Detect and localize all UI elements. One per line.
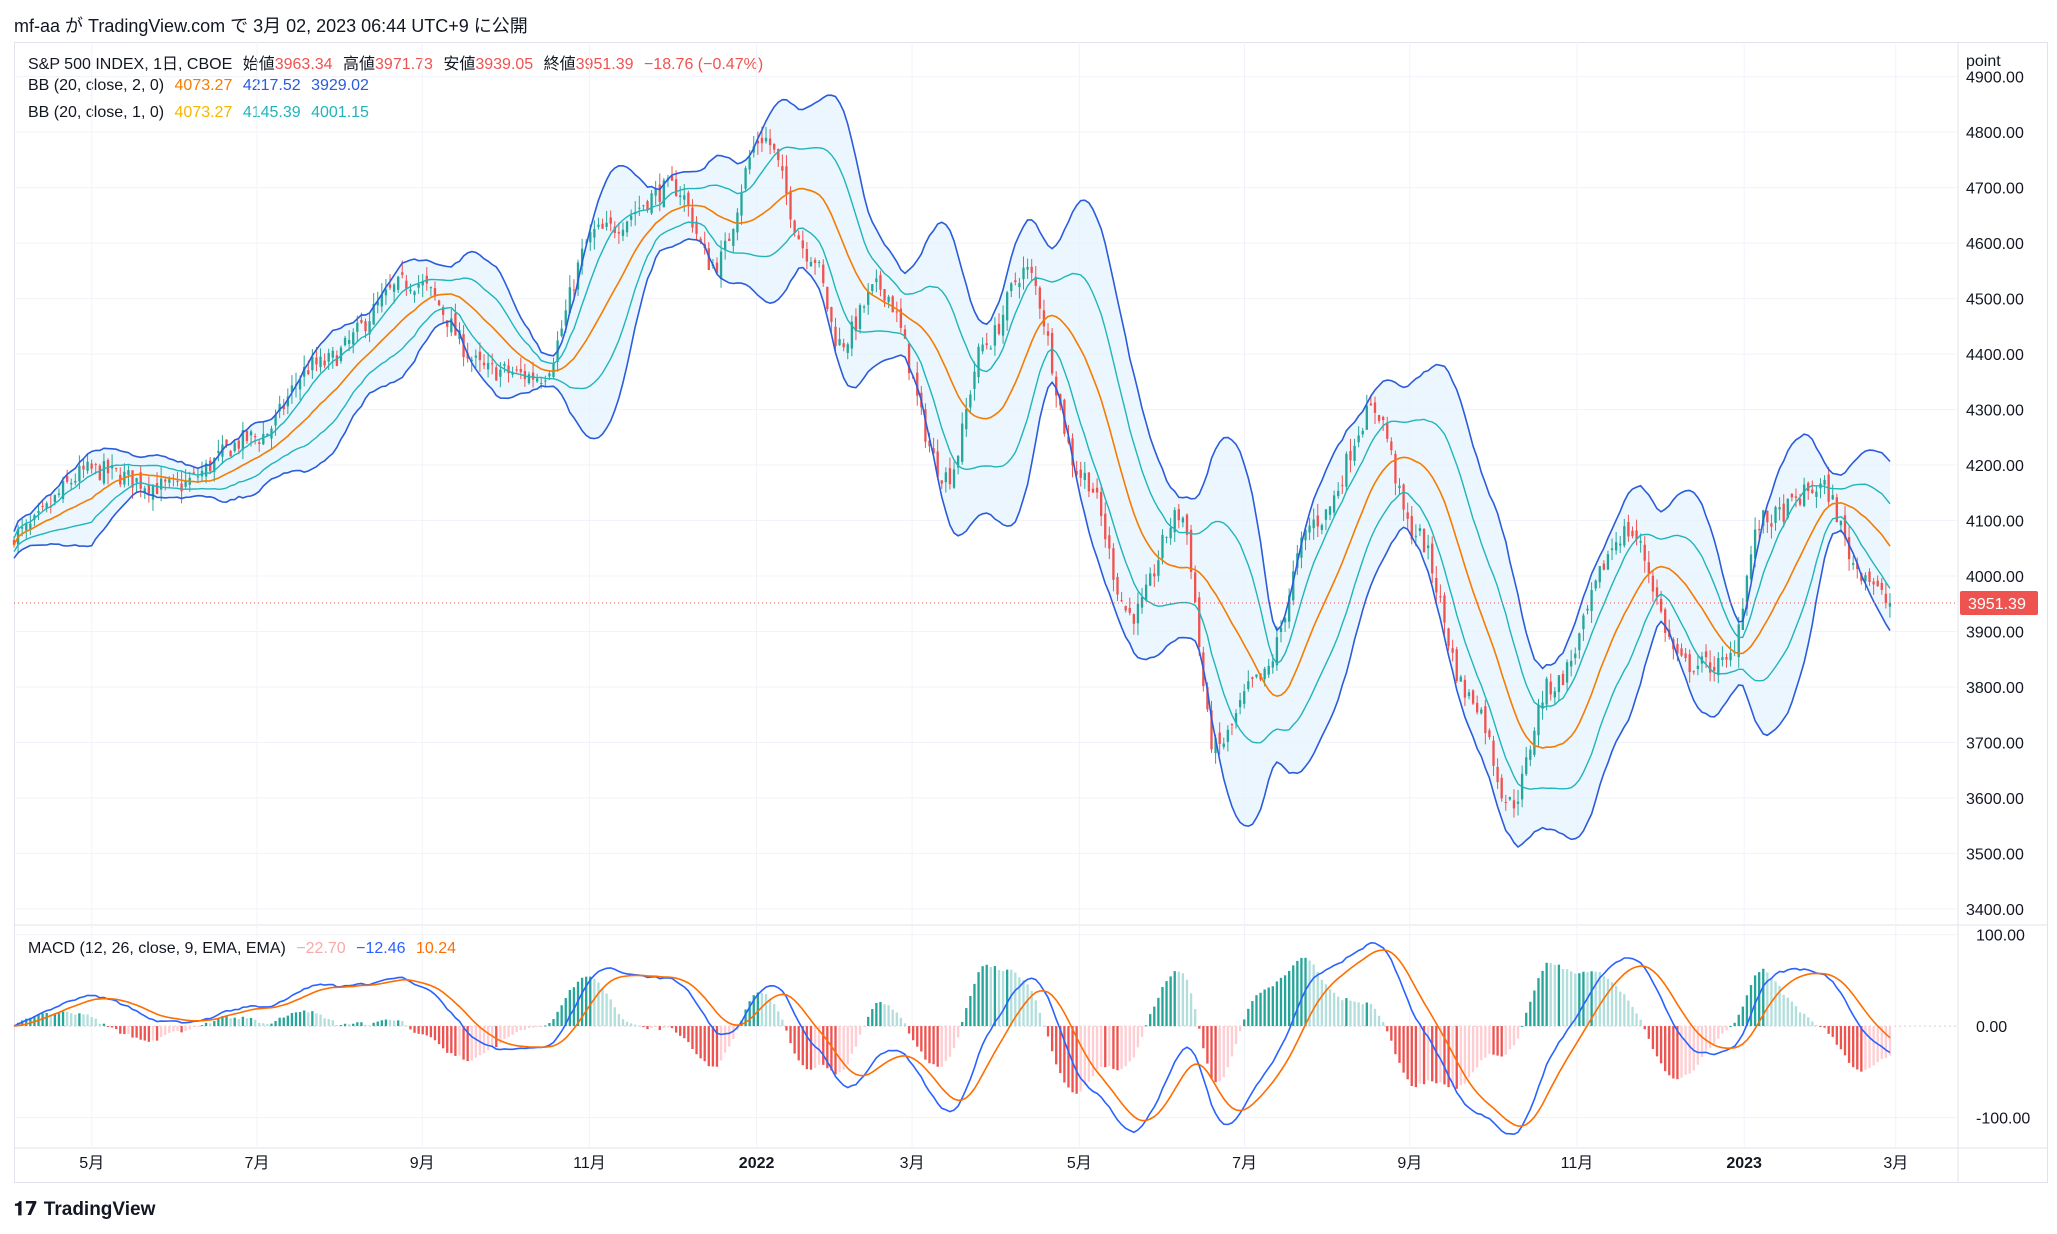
close-label: 終値 (543, 56, 576, 73)
high-value: 3971.73 (375, 56, 433, 73)
low-label: 安値 (443, 56, 476, 73)
symbol-name: S&P 500 INDEX, 1日, CBOE (28, 56, 233, 73)
bb1-lower: 4001.15 (311, 104, 369, 121)
bb1-basis: 4073.27 (174, 104, 233, 121)
tradingview-logo[interactable]: 𝟏𝟳 TradingView (14, 1198, 155, 1221)
publish-info: mf-aa が TradingView.com で 3月 02, 2023 06… (14, 16, 528, 36)
bb2-label: BB (20, close, 2, 0) (28, 77, 165, 94)
chart-frame (14, 42, 2048, 1183)
high-label: 高値 (343, 56, 376, 73)
tv-logo-icon: 𝟏𝟳 (14, 1199, 38, 1220)
bb2-basis: 4073.27 (174, 77, 233, 94)
macd-label: MACD (12, 26, close, 9, EMA, EMA) (28, 940, 286, 957)
macd-hist-value: −22.70 (296, 940, 346, 957)
low-value: 3939.05 (475, 56, 534, 73)
open-label: 始値 (242, 56, 275, 73)
macd-legend[interactable]: MACD (12, 26, close, 9, EMA, EMA) −22.70… (28, 940, 462, 958)
symbol-legend[interactable]: S&P 500 INDEX, 1日, CBOE 始値3963.34 高値3971… (28, 50, 769, 74)
open-value: 3963.34 (274, 56, 333, 73)
bb1-label: BB (20, close, 1, 0) (28, 104, 165, 121)
macd-value: −12.46 (356, 940, 406, 957)
bb1-upper: 4145.39 (242, 104, 301, 121)
brand-name: TradingView (43, 1199, 156, 1220)
close-value: 3951.39 (575, 56, 634, 73)
bb2-upper: 4217.52 (242, 77, 301, 94)
bb2-legend[interactable]: BB (20, close, 2, 0) 4073.27 4217.52 392… (28, 77, 375, 95)
bb2-lower: 3929.02 (311, 77, 369, 94)
signal-value: 10.24 (416, 940, 457, 957)
bb1-legend[interactable]: BB (20, close, 1, 0) 4073.27 4145.39 400… (28, 104, 375, 122)
change-value: −18.76 (−0.47%) (643, 56, 764, 73)
